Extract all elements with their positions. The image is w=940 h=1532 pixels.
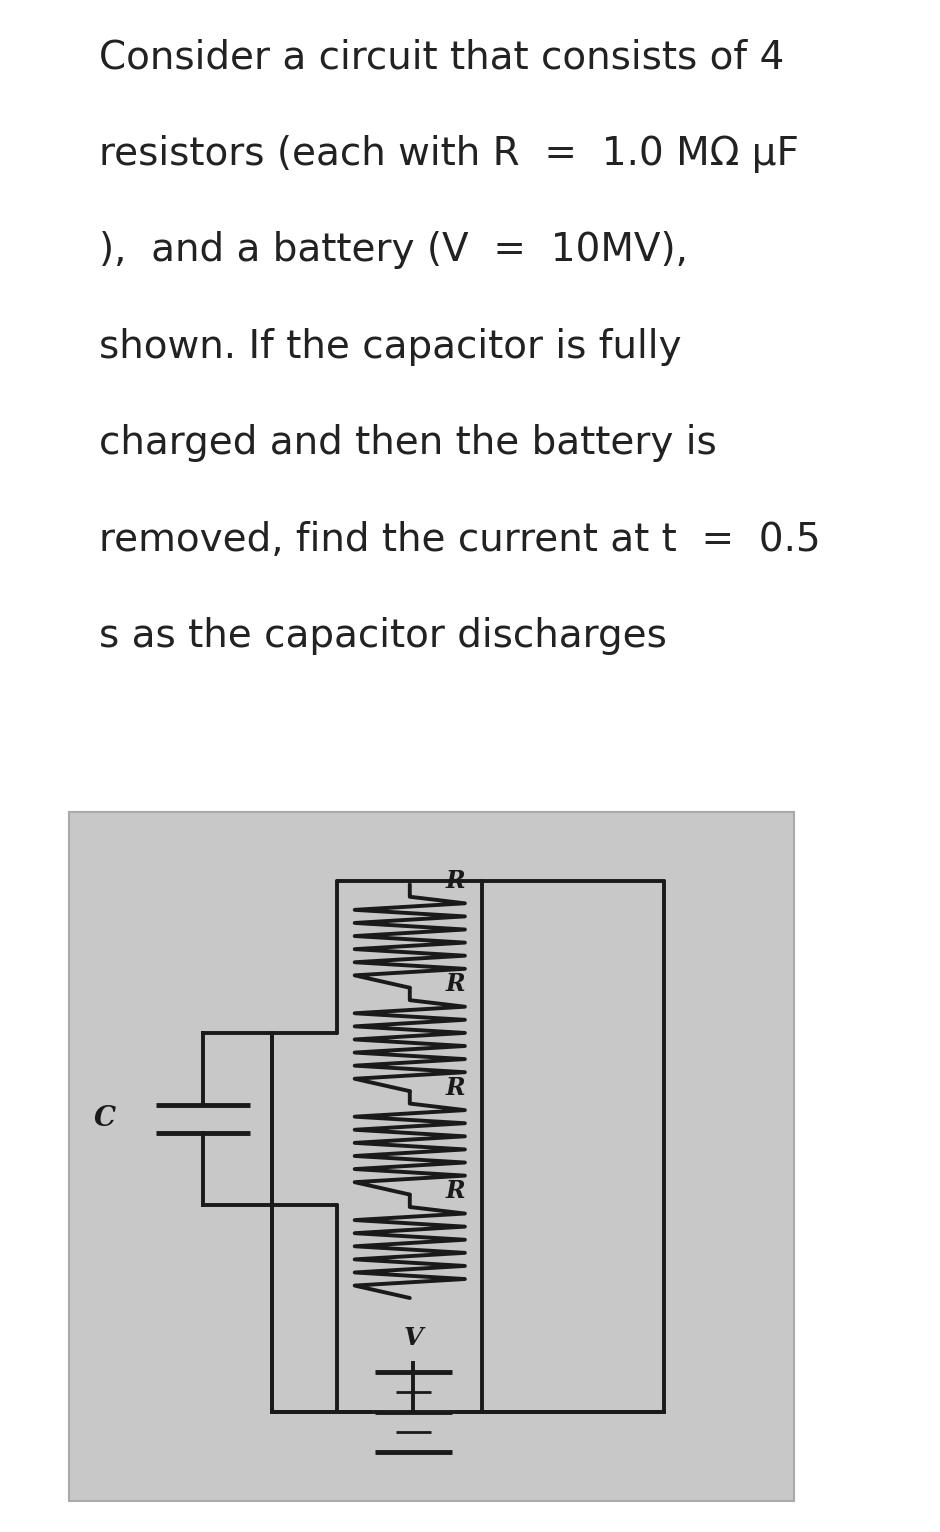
Text: R: R bbox=[446, 1075, 465, 1100]
Text: C: C bbox=[94, 1105, 117, 1132]
Text: resistors (each with R  =  1.0 MΩ μF: resistors (each with R = 1.0 MΩ μF bbox=[100, 135, 799, 173]
Text: shown. If the capacitor is fully: shown. If the capacitor is fully bbox=[100, 328, 682, 366]
Text: R: R bbox=[446, 869, 465, 893]
Text: V: V bbox=[404, 1325, 423, 1350]
Text: R: R bbox=[446, 1180, 465, 1203]
Bar bbox=[69, 812, 794, 1501]
Text: charged and then the battery is: charged and then the battery is bbox=[100, 424, 717, 463]
Text: ),  and a battery (V  =  10MV),: ), and a battery (V = 10MV), bbox=[100, 231, 688, 270]
Text: s as the capacitor discharges: s as the capacitor discharges bbox=[100, 617, 667, 656]
Text: Consider a circuit that consists of 4: Consider a circuit that consists of 4 bbox=[100, 38, 785, 77]
Text: removed, find the current at t  =  0.5: removed, find the current at t = 0.5 bbox=[100, 521, 821, 559]
Text: R: R bbox=[446, 973, 465, 996]
